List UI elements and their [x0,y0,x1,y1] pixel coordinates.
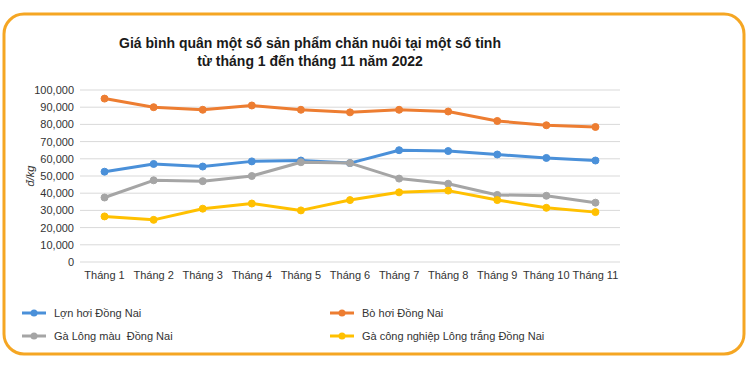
series-point [150,104,157,111]
x-tick-label: Tháng 11 [573,269,619,281]
y-tick-label: 50,000 [40,170,74,182]
grid-line [80,262,620,263]
series-point [543,122,550,129]
series-point [494,117,501,124]
y-tick-label: 60,000 [40,153,74,165]
legend-label: Lợn hơi Đồng Nai [54,307,141,319]
series-point [543,204,550,211]
series-point [347,160,354,167]
x-tick-label: Tháng 8 [428,269,468,281]
series-point [101,95,108,102]
series-point [297,159,304,166]
y-tick-label: 30,000 [40,204,74,216]
series-point [445,108,452,115]
series-point [347,197,354,204]
series-point [150,160,157,167]
y-tick-label: 20,000 [40,222,74,234]
series-point [199,205,206,212]
series-point [199,106,206,113]
series-point [297,207,304,214]
series-point [592,157,599,164]
series-point [396,175,403,182]
y-tick-label: 90,000 [40,101,74,113]
grid-line [80,193,620,194]
series-point [592,209,599,216]
series-point [199,178,206,185]
series-point [494,197,501,204]
legend-label: Bò hơi Đồng Nai [362,307,443,319]
series-point [150,177,157,184]
x-tick-label: Tháng 3 [183,269,223,281]
legend-marker [31,310,38,317]
series-line [105,191,596,220]
y-tick-label: 10,000 [40,239,74,251]
series-point [248,102,255,109]
frame [4,14,744,354]
series-point [347,109,354,116]
series-line [105,162,596,202]
series-point [101,194,108,201]
grid-line [80,90,620,91]
legend-label: Gà công nghiệp Lông trắng Đồng Nai [362,330,544,342]
series-point [445,148,452,155]
x-tick-label: Tháng 10 [523,269,569,281]
series-point [543,192,550,199]
grid-line [80,244,620,245]
x-tick-label: Tháng 7 [379,269,419,281]
title: Giá bình quân một số sản phẩm chăn nuôi … [119,35,501,51]
series-point [347,160,354,167]
legend-label: Gà Lông màu Đồng Nai [54,330,173,342]
grid-line [80,210,620,211]
series-point [101,213,108,220]
x-tick-label: Tháng 5 [281,269,321,281]
series-point [297,106,304,113]
legend-marker [339,333,346,340]
x-tick-label: Tháng 2 [133,269,173,281]
series-point [248,158,255,165]
series-line [105,99,596,127]
series-point [248,200,255,207]
plot-area [101,95,599,223]
y-tick-label: 0 [68,256,74,268]
x-tick-label: Tháng 9 [477,269,517,281]
chart: Giá bình quân một số sản phẩm chăn nuôi … [0,0,750,375]
series-point [543,154,550,161]
x-tick-label: Tháng 1 [84,269,124,281]
series-point [494,151,501,158]
series-point [396,147,403,154]
x-tick-label: Tháng 6 [330,269,370,281]
series-point [101,168,108,175]
series-line [105,150,596,172]
grid-line [80,227,620,228]
y-tick-label: 40,000 [40,187,74,199]
series-point [396,106,403,113]
y-tick-label: 80,000 [40,118,74,130]
legend-marker [31,333,38,340]
series-point [592,123,599,130]
subtitle: từ tháng 1 đến tháng 11 năm 2022 [197,53,423,69]
series-point [396,189,403,196]
series-point [445,180,452,187]
series-point [592,199,599,206]
grid-line [80,141,620,142]
y-axis-label: đ/kg [24,165,36,187]
grid-line [80,176,620,177]
x-tick-label: Tháng 4 [232,269,272,281]
series-point [445,187,452,194]
series-point [248,173,255,180]
legend-marker [339,310,346,317]
series-point [150,216,157,223]
series-point [199,163,206,170]
y-tick-label: 100,000 [34,84,74,96]
y-tick-label: 70,000 [40,136,74,148]
